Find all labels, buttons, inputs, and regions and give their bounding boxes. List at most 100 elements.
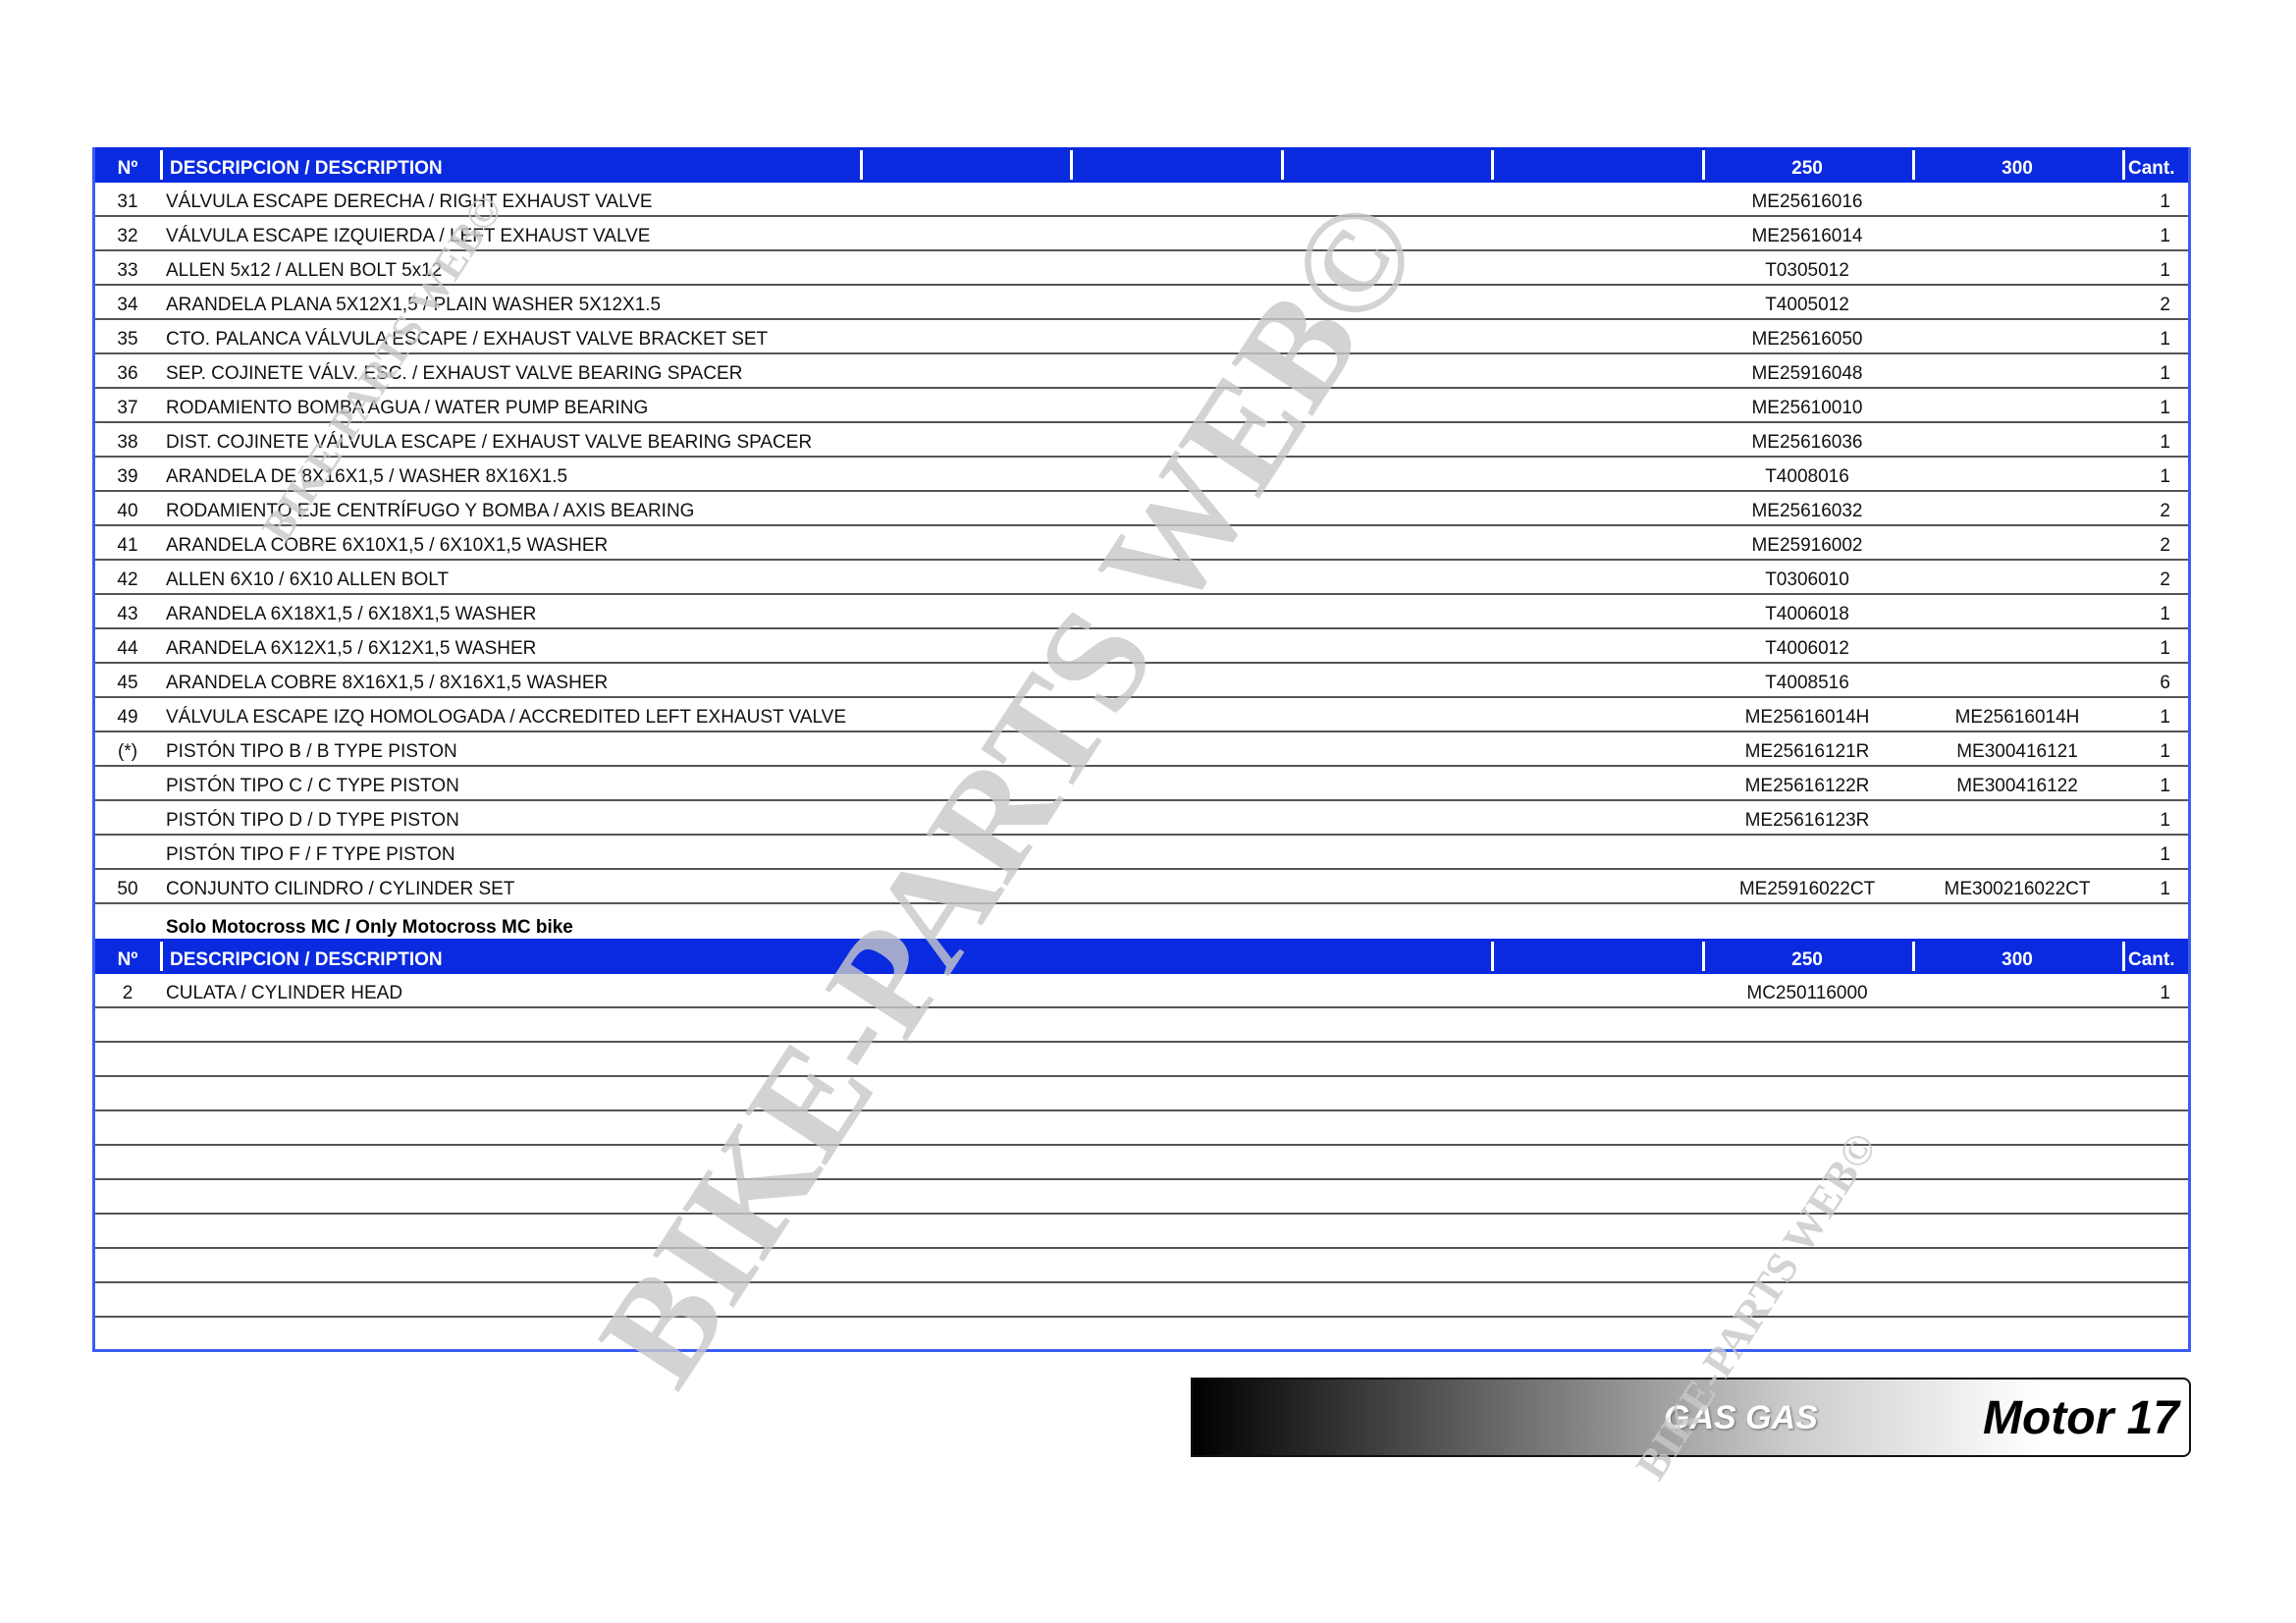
empty-row: [95, 1146, 2188, 1180]
part-number-index: 34: [117, 295, 138, 315]
section-note: Solo Motocross MC / Only Motocross MC bi…: [95, 904, 2188, 939]
header-divider: [1491, 150, 1494, 180]
part-code-250: T4008016: [1765, 466, 1849, 487]
table-row: 49 VÁLVULA ESCAPE IZQ HOMOLOGADA / ACCRED…: [95, 698, 2188, 732]
part-quantity: 1: [2160, 260, 2170, 281]
part-description: ALLEN 6X10 / 6X10 ALLEN BOLT: [166, 569, 449, 590]
table-row: 33 ALLEN 5x12 / ALLEN BOLT 5x12 T0305012 1: [95, 251, 2188, 286]
part-description: PISTÓN TIPO B / B TYPE PISTON: [166, 741, 457, 762]
part-code-300: ME300416121: [1956, 741, 2078, 762]
empty-row: [95, 1215, 2188, 1249]
table-row: 2 CULATA / CYLINDER HEAD MC250116000 1: [95, 974, 2188, 1008]
part-description: ARANDELA COBRE 6X10X1,5 / 6X10X1,5 WASHE…: [166, 535, 609, 556]
part-quantity: 1: [2160, 844, 2170, 865]
part-description: SEP. COJINETE VÁLV. ESC. / EXHAUST VALVE…: [166, 363, 743, 384]
empty-row: [95, 1180, 2188, 1215]
table-row: 35 CTO. PALANCA VÁLVULA ESCAPE / EXHAUST …: [95, 320, 2188, 354]
table-row: 41 ARANDELA COBRE 6X10X1,5 / 6X10X1,5 WAS…: [95, 526, 2188, 561]
part-description: VÁLVULA ESCAPE IZQ HOMOLOGADA / ACCREDIT…: [166, 707, 846, 728]
table-header: Nº DESCRIPCION / DESCRIPTION 250 300 Can…: [95, 147, 2188, 183]
part-number-index: 44: [117, 638, 138, 659]
header-divider: [1702, 942, 1705, 971]
part-code-250: ME25616016: [1751, 191, 1863, 212]
part-code-250: ME25616050: [1751, 329, 1863, 350]
part-code-250: ME25916022CT: [1738, 879, 1876, 899]
part-number-index: 39: [117, 466, 138, 487]
part-description: RODAMIENTO BOMBA AGUA / WATER PUMP BEARI…: [166, 398, 649, 418]
table-row: 34 ARANDELA PLANA 5X12X1,5 / PLAIN WASHER…: [95, 286, 2188, 320]
header-250: 250: [1791, 949, 1823, 970]
part-number-index: 40: [117, 501, 138, 521]
header-divider: [1491, 942, 1494, 971]
footer-banner: GAS GAS Motor 17: [1191, 1378, 2191, 1457]
header-divider: [160, 942, 163, 971]
part-quantity: 1: [2160, 638, 2170, 659]
header-divider: [1702, 150, 1705, 180]
part-code-250: ME25916002: [1751, 535, 1863, 556]
part-quantity: 1: [2160, 741, 2170, 762]
part-description: ARANDELA 6X18X1,5 / 6X18X1,5 WASHER: [166, 604, 537, 624]
part-number-index: 2: [122, 983, 133, 1003]
part-quantity: 1: [2160, 226, 2170, 246]
table-row: 40 RODAMIENTO EJE CENTRÍFUGO Y BOMBA / AX…: [95, 492, 2188, 526]
table-header-2: Nº DESCRIPCION / DESCRIPTION 250 300 Can…: [95, 939, 2188, 974]
part-code-250: ME25616014: [1751, 226, 1863, 246]
table-row: 32 VÁLVULA ESCAPE IZQUIERDA / LEFT EXHAUS…: [95, 217, 2188, 251]
part-number-index: 35: [117, 329, 138, 350]
header-qty: Cant.: [2128, 949, 2175, 970]
part-number-index: 45: [117, 673, 138, 693]
header-no: Nº: [117, 158, 138, 179]
empty-row: [95, 1318, 2188, 1352]
part-code-250: ME25616036: [1751, 432, 1863, 453]
part-quantity: 1: [2160, 432, 2170, 453]
part-quantity: 1: [2160, 466, 2170, 487]
part-description: CTO. PALANCA VÁLVULA ESCAPE / EXHAUST VA…: [166, 329, 769, 350]
part-quantity: 1: [2160, 191, 2170, 212]
part-code-250: T0306010: [1765, 569, 1849, 590]
part-description: ARANDELA 6X12X1,5 / 6X12X1,5 WASHER: [166, 638, 537, 659]
part-quantity: 2: [2160, 501, 2170, 521]
part-code-300: ME300416122: [1956, 776, 2078, 796]
brand-logo: GAS GAS: [1664, 1399, 1818, 1436]
part-description: VÁLVULA ESCAPE IZQUIERDA / LEFT EXHAUST …: [166, 226, 651, 246]
empty-row: [95, 1283, 2188, 1318]
part-quantity: 1: [2160, 398, 2170, 418]
header-divider: [160, 150, 163, 180]
header-divider: [1912, 942, 1915, 971]
part-quantity: 1: [2160, 810, 2170, 831]
part-quantity: 2: [2160, 535, 2170, 556]
table-row: 31 VÁLVULA ESCAPE DERECHA / RIGHT EXHAUST…: [95, 183, 2188, 217]
empty-row: [95, 1077, 2188, 1111]
part-description: PISTÓN TIPO F / F TYPE PISTON: [166, 844, 455, 865]
part-code-250: ME25610010: [1751, 398, 1863, 418]
part-number-index: 38: [117, 432, 138, 453]
table-row: 45 ARANDELA COBRE 8X16X1,5 / 8X16X1,5 WAS…: [95, 664, 2188, 698]
header-divider: [860, 150, 863, 180]
page-title: Motor 17: [1982, 1392, 2179, 1444]
header-divider: [1070, 150, 1073, 180]
part-quantity: 1: [2160, 776, 2170, 796]
part-description: VÁLVULA ESCAPE DERECHA / RIGHT EXHAUST V…: [166, 191, 653, 212]
part-code-250: ME25616032: [1751, 501, 1863, 521]
empty-row: [95, 1008, 2188, 1043]
table-row: PISTÓN TIPO F / F TYPE PISTON 1: [95, 836, 2188, 870]
table-row: 43 ARANDELA 6X18X1,5 / 6X18X1,5 WASHER T40…: [95, 595, 2188, 629]
part-quantity: 2: [2160, 295, 2170, 315]
part-quantity: 1: [2160, 363, 2170, 384]
part-quantity: 1: [2160, 329, 2170, 350]
part-quantity: 2: [2160, 569, 2170, 590]
header-description: DESCRIPCION / DESCRIPTION: [170, 158, 443, 179]
part-code-250: T4008516: [1765, 673, 1849, 693]
table-row: 44 ARANDELA 6X12X1,5 / 6X12X1,5 WASHER T40…: [95, 629, 2188, 664]
header-qty: Cant.: [2128, 158, 2175, 179]
part-description: RODAMIENTO EJE CENTRÍFUGO Y BOMBA / AXIS…: [166, 501, 695, 521]
part-quantity: 1: [2160, 983, 2170, 1003]
part-number-index: 37: [117, 398, 138, 418]
part-code-300: ME25616014H: [1954, 707, 2080, 728]
header-divider: [2122, 150, 2125, 180]
part-quantity: 6: [2160, 673, 2170, 693]
part-description: ARANDELA PLANA 5X12X1,5 / PLAIN WASHER 5…: [166, 295, 662, 315]
empty-row: [95, 1249, 2188, 1283]
header-no: Nº: [117, 949, 138, 970]
table-row: 42 ALLEN 6X10 / 6X10 ALLEN BOLT T0306010 2: [95, 561, 2188, 595]
